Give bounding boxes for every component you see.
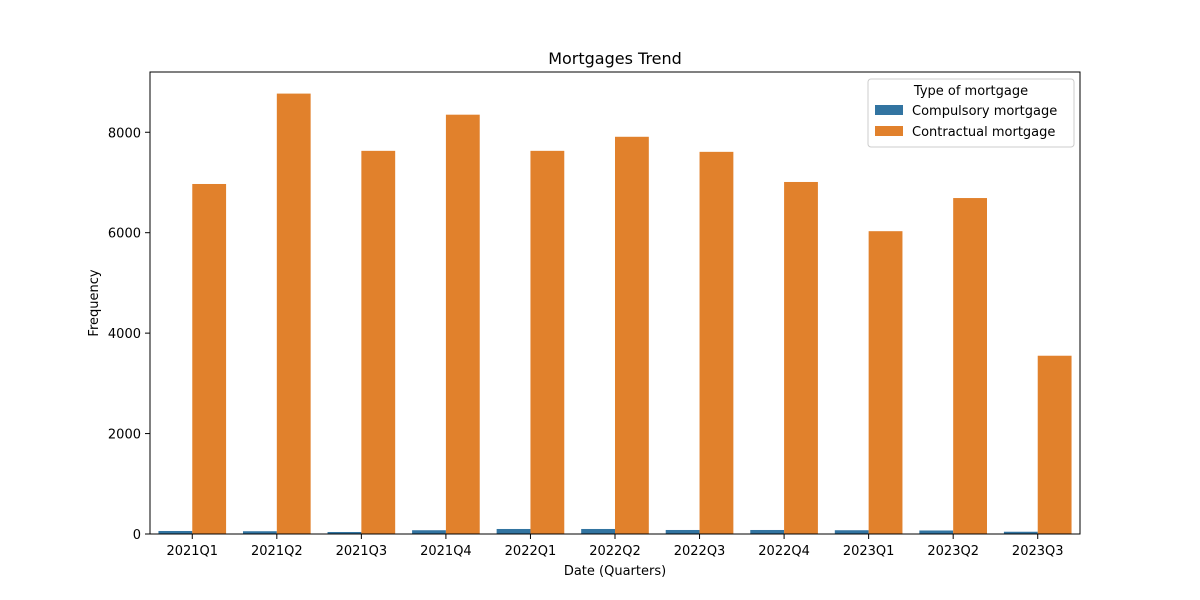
bar-contractual-mortgage xyxy=(699,151,734,535)
x-tick-label: 2021Q3 xyxy=(336,544,388,559)
bar-compulsory-mortgage xyxy=(919,530,954,534)
legend-box xyxy=(867,78,1075,148)
bar-contractual-mortgage xyxy=(276,93,311,534)
bar-contractual-mortgage xyxy=(1037,355,1072,534)
x-axis-ticks: 2021Q1 2021Q2 2021Q3 2021Q4 2022Q1 2022Q2 2022… xyxy=(166,534,1064,559)
bar-contractual-mortgage xyxy=(192,183,227,534)
bar-contractual-mortgage xyxy=(361,150,396,534)
legend: Type of mortgage Compulsory mortgage Cont… xyxy=(867,78,1075,148)
bar-contractual-mortgage xyxy=(868,231,903,534)
x-tick-label: 2022Q4 xyxy=(758,544,810,559)
bars-group xyxy=(158,93,1072,535)
x-tick-label: 2023Q1 xyxy=(843,544,895,559)
bar-contractual-mortgage xyxy=(953,198,987,534)
x-tick-label: 2022Q1 xyxy=(505,544,557,559)
x-tick-label: 2022Q2 xyxy=(589,544,641,559)
y-axis-title: Frequency xyxy=(87,269,102,336)
bar-compulsory-mortgage xyxy=(158,530,193,534)
bar-contractual-mortgage xyxy=(615,136,649,534)
bar-compulsory-mortgage xyxy=(581,528,615,534)
y-tick-label: 6000 xyxy=(108,227,141,242)
bar-compulsory-mortgage xyxy=(243,531,277,534)
legend-label: Contractual mortgage xyxy=(912,125,1055,140)
x-tick-label: 2023Q3 xyxy=(1012,544,1064,559)
y-tick-label: 8000 xyxy=(108,126,141,141)
legend-title: Type of mortgage xyxy=(913,84,1028,99)
legend-items: Compulsory mortgage Contractual mortgage xyxy=(875,104,1057,140)
y-axis-ticks: 0 2000 4000 6000 8000 xyxy=(108,126,150,543)
x-tick-label: 2021Q1 xyxy=(166,544,218,559)
x-axis-title: Date (Quarters) xyxy=(564,564,666,579)
bar-compulsory-mortgage xyxy=(327,531,362,534)
bar-contractual-mortgage xyxy=(445,114,480,534)
bar-contractual-mortgage xyxy=(530,150,565,534)
y-tick-label: 4000 xyxy=(108,327,141,342)
bar-compulsory-mortgage xyxy=(834,530,869,534)
bar-compulsory-mortgage xyxy=(496,528,531,534)
bar-compulsory-mortgage xyxy=(665,529,700,534)
chart-title: Mortgages Trend xyxy=(548,49,682,68)
legend-swatch xyxy=(875,126,903,136)
x-tick-label: 2021Q4 xyxy=(420,544,472,559)
y-tick-label: 0 xyxy=(133,528,141,543)
plot-frame xyxy=(149,71,1081,535)
y-tick-label: 2000 xyxy=(108,428,141,443)
bar-compulsory-mortgage xyxy=(1003,531,1038,534)
bar-compulsory-mortgage xyxy=(750,529,785,534)
x-tick-label: 2021Q2 xyxy=(251,544,303,559)
bar-contractual-mortgage xyxy=(784,181,818,535)
bar-compulsory-mortgage xyxy=(412,530,446,534)
x-tick-label: 2022Q3 xyxy=(674,544,726,559)
legend-label: Compulsory mortgage xyxy=(912,104,1057,119)
x-tick-label: 2023Q2 xyxy=(927,544,979,559)
legend-swatch xyxy=(875,105,903,115)
